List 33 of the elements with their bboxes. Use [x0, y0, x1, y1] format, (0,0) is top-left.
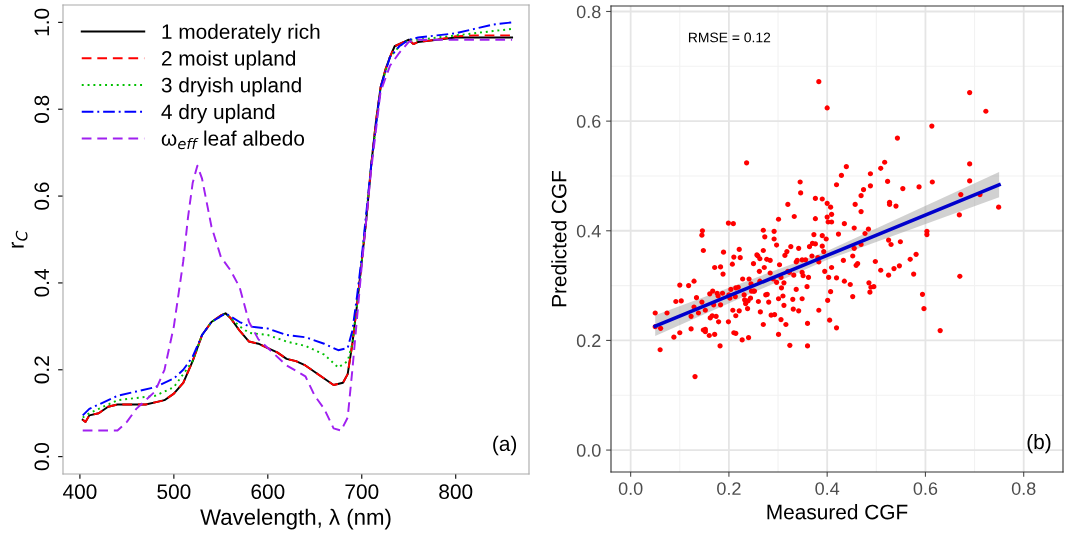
y-tick-label: 0.0 — [34, 442, 50, 471]
legend-label: 3 dryish upland — [161, 77, 301, 97]
y-tick-label: 0.6 — [576, 115, 601, 128]
y-axis-title: Predicted CGF — [551, 170, 567, 307]
y-tick-label: 0.0 — [576, 444, 601, 457]
legend-label: 1 moderately rich — [162, 23, 320, 44]
x-tick-label: 800 — [439, 484, 473, 500]
x-tick-label: 0.4 — [815, 482, 840, 495]
x-axis-title: Wavelength, λ (nm) — [200, 508, 391, 530]
x-tick-label: 0.6 — [913, 482, 938, 495]
x-axis-title: Measured CGF — [767, 504, 908, 520]
x-tick-label: 0.8 — [1011, 482, 1036, 495]
annotation: (b) — [1027, 433, 1051, 454]
legend-label: 2 moist upland — [161, 50, 296, 70]
legend-label: ω$_{eff}$ leaf albedo — [161, 130, 305, 150]
x-tick-label: 0.2 — [717, 482, 741, 495]
y-tick-label: 0.4 — [34, 269, 50, 297]
annotation: (a) — [493, 435, 517, 456]
x-tick-label: 0.0 — [618, 482, 643, 495]
y-tick-label: 0.8 — [576, 5, 601, 19]
y-tick-label: 0.2 — [576, 334, 601, 348]
x-tick-label: 600 — [251, 484, 285, 500]
annotation: RMSE = 0.12 — [688, 32, 771, 43]
x-tick-label: 500 — [157, 484, 191, 500]
y-tick-label: 0.6 — [34, 182, 50, 210]
y-tick-label: 0.2 — [34, 356, 50, 384]
y-axis-title: r$_{C}$ — [11, 230, 28, 248]
y-tick-label: 1.0 — [34, 8, 50, 36]
y-tick-label: 0.8 — [34, 95, 50, 123]
x-tick-label: 700 — [345, 484, 379, 500]
y-tick-label: 0.4 — [576, 224, 601, 238]
x-tick-label: 400 — [63, 484, 97, 500]
legend-label: 4 dry upland — [161, 103, 275, 124]
